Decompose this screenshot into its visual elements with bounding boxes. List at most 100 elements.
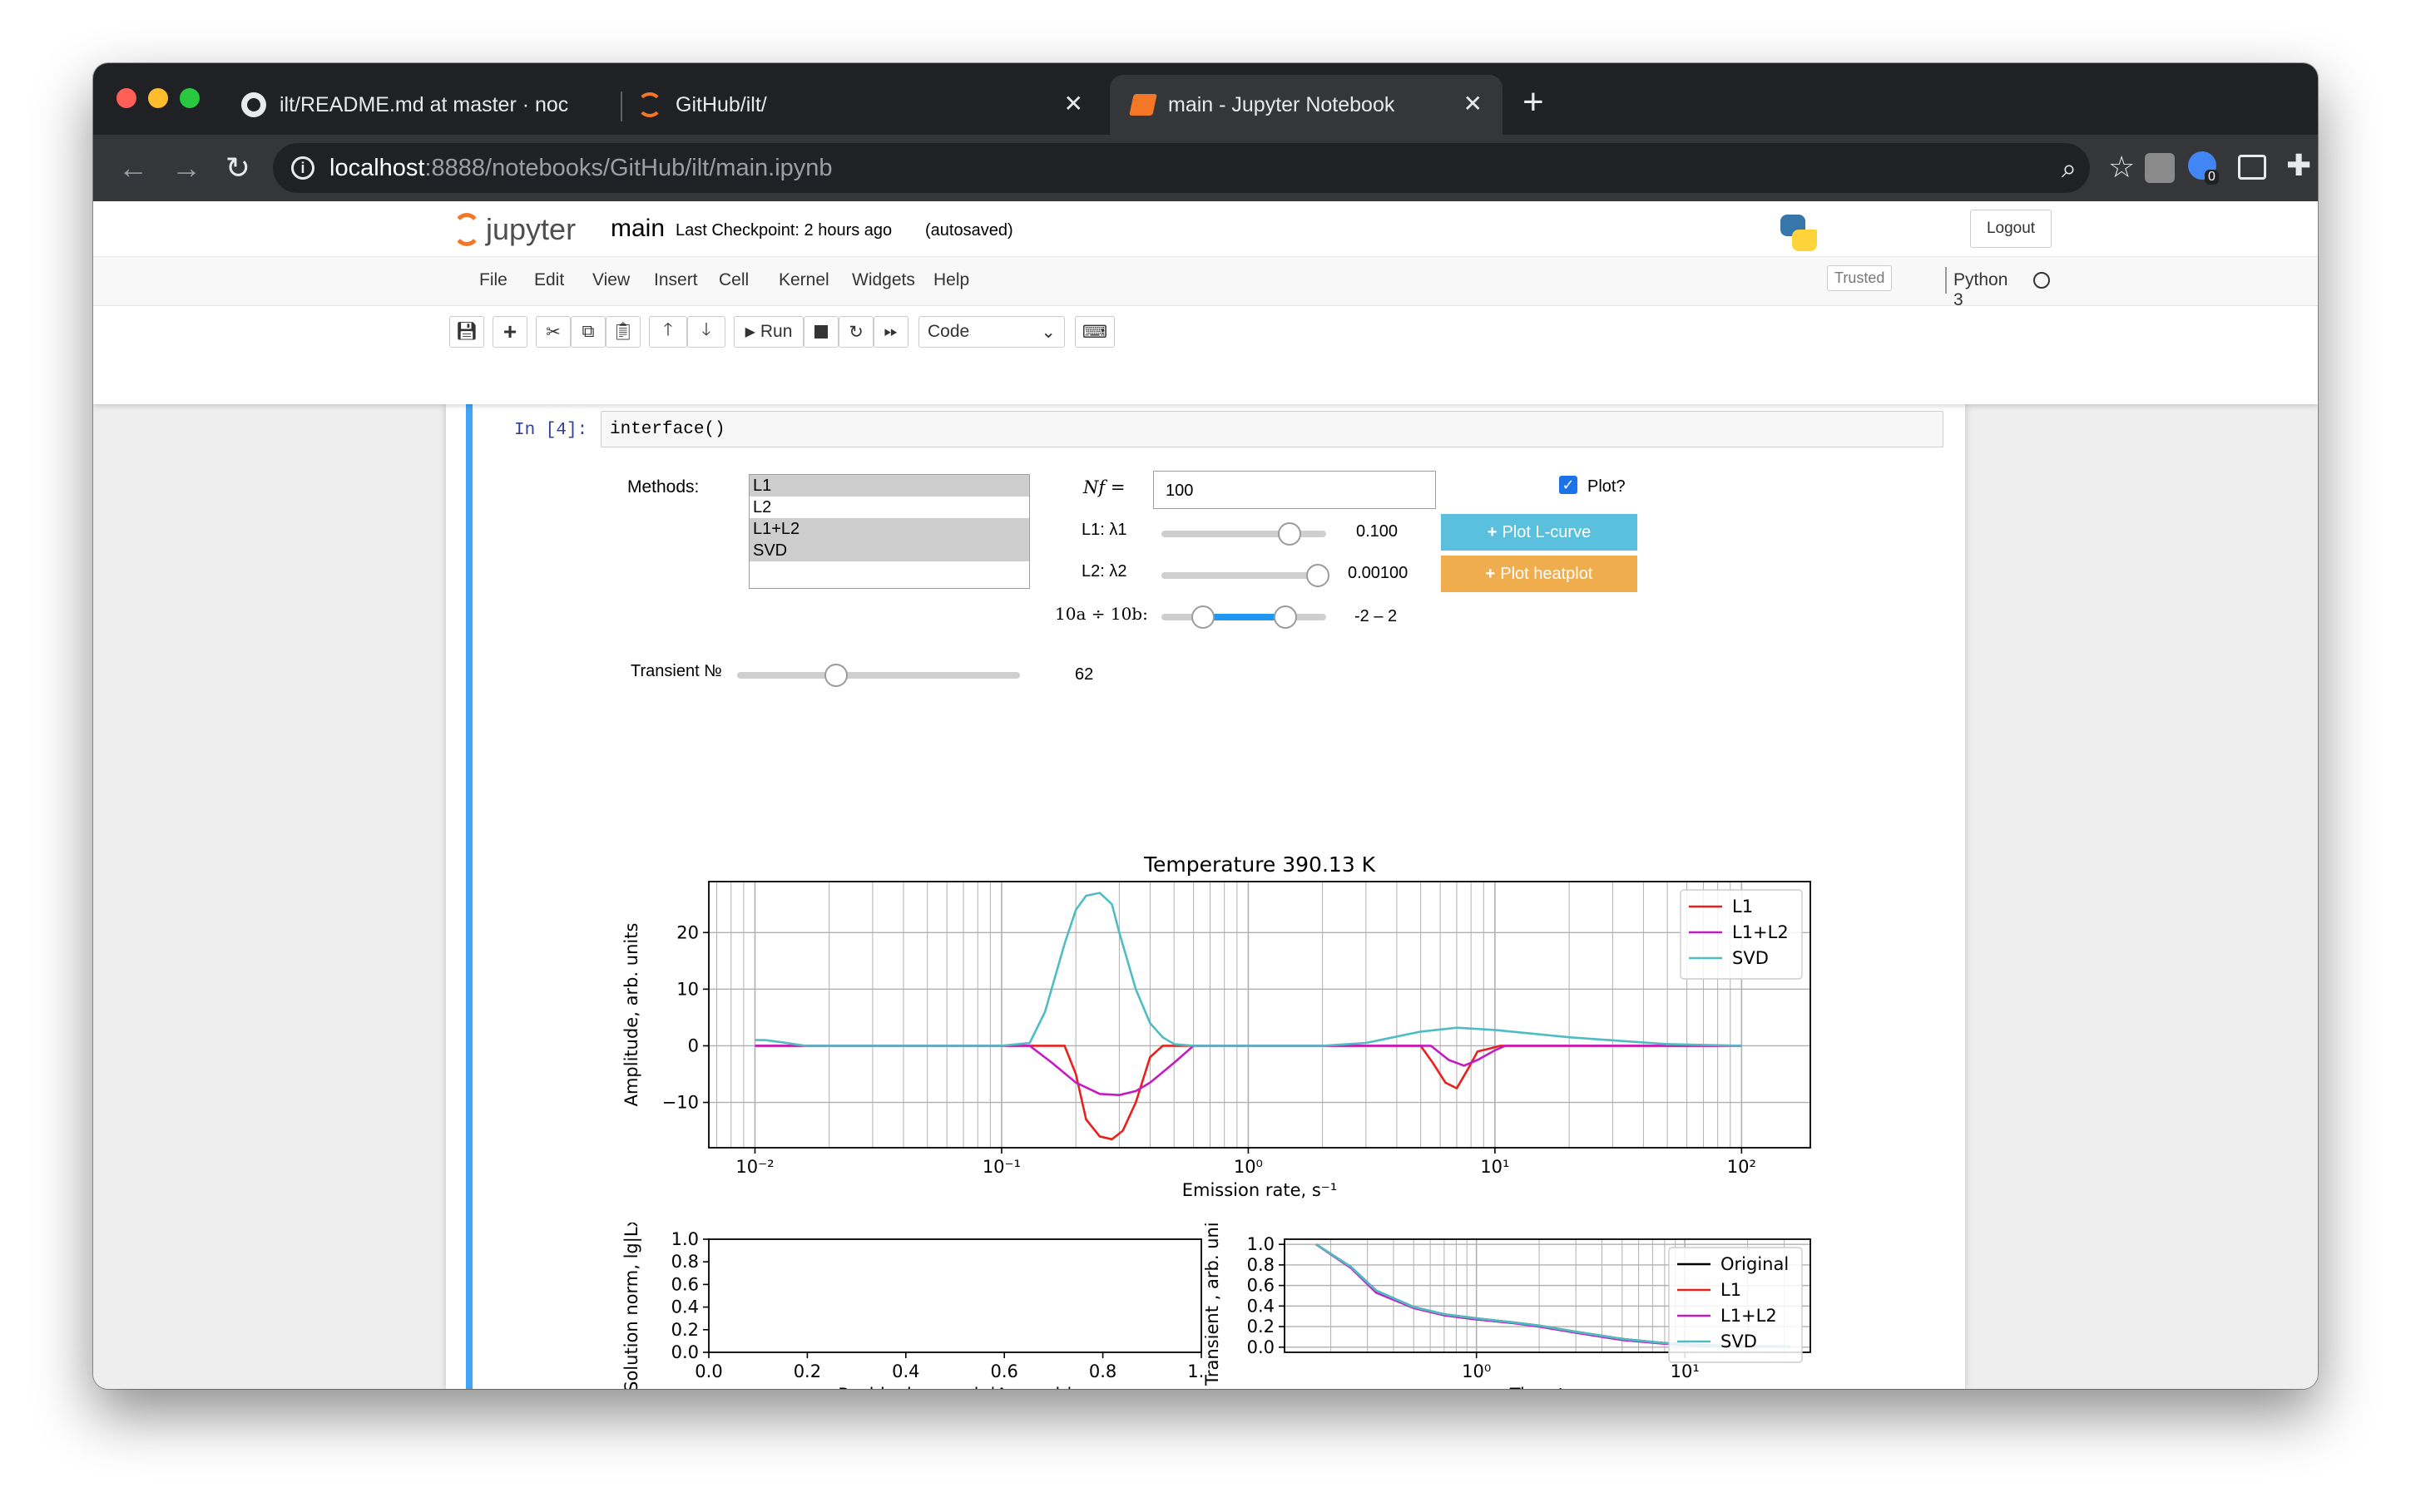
range-to-handle[interactable] <box>1273 605 1297 629</box>
jupyter-header: jupyter main Last Checkpoint: 2 hours ag… <box>93 201 2318 404</box>
minimize-window-button[interactable] <box>148 88 168 108</box>
trusted-badge[interactable]: Trusted <box>1827 265 1893 291</box>
transient-label: Transient № <box>631 662 722 680</box>
tab-title: ilt/README.md at master · noc <box>280 92 569 116</box>
transient-handle[interactable] <box>824 664 848 687</box>
logout-button[interactable]: Logout <box>1970 210 2052 248</box>
stop-icon[interactable] <box>804 316 839 348</box>
restart-run-all-icon[interactable]: ⏩︎ <box>874 316 908 348</box>
browser-window: ilt/README.md at master · noc GitHub/ilt… <box>93 63 2318 1389</box>
method-option-svd[interactable]: SVD <box>750 540 1029 561</box>
menu-bar: File Edit View Insert Cell Kernel Widget… <box>93 256 2318 309</box>
menu-widgets[interactable]: Widgets <box>852 270 915 289</box>
maximize-window-button[interactable] <box>180 88 200 108</box>
code-input[interactable]: interface() <box>601 411 1943 447</box>
method-option-l1[interactable]: L1 <box>750 475 1029 497</box>
close-window-button[interactable] <box>116 88 136 108</box>
cell-type-value: Code <box>928 322 970 341</box>
tab-main-notebook[interactable]: main - Jupyter Notebook ✕ <box>1110 75 1503 135</box>
legend-box <box>1668 1247 1803 1363</box>
range-slider-fill <box>1202 614 1285 620</box>
x-tick-label: 1.0 <box>1187 1361 1205 1381</box>
save-icon[interactable]: 💾︎ <box>449 316 484 348</box>
run-icon: ▶︎ <box>745 325 755 339</box>
menu-file[interactable]: File <box>479 270 507 289</box>
x-tick-label: 10¹ <box>1671 1361 1700 1381</box>
back-arrow-icon[interactable]: ← <box>118 151 148 185</box>
l1-lambda-slider[interactable] <box>1161 531 1326 537</box>
extension-badge-icon[interactable]: 0 <box>2188 151 2219 185</box>
profile-extension-icon[interactable] <box>2145 153 2175 183</box>
url-text[interactable]: localhost:8888/notebooks/GitHub/ilt/main… <box>329 155 833 181</box>
tab-search-icon[interactable] <box>2238 155 2266 180</box>
range-from-handle[interactable] <box>1191 605 1215 629</box>
insert-cell-icon[interactable]: + <box>493 316 527 348</box>
move-down-icon[interactable]: 🡓 <box>687 316 725 348</box>
chevron-down-icon: ⌄ <box>1041 322 1056 342</box>
notebook-icon <box>1129 94 1157 116</box>
copy-icon[interactable]: ⧉ <box>571 316 606 348</box>
l2-lambda-slider[interactable] <box>1161 572 1326 579</box>
close-tab-icon[interactable]: ✕ <box>1063 91 1083 116</box>
code-text: interface() <box>610 420 725 439</box>
series-line-l1plusl2 <box>755 1045 1742 1097</box>
l1-lambda-handle[interactable] <box>1278 522 1302 546</box>
menu-insert[interactable]: Insert <box>654 270 698 289</box>
y-axis-label: Solution norm, lg|Lxα| <box>621 1223 642 1389</box>
x-tick-label: 0.8 <box>1089 1361 1116 1381</box>
close-tab-icon[interactable]: ✕ <box>1463 91 1483 116</box>
zoom-icon[interactable]: ⌕ <box>2062 153 2077 183</box>
bookmark-star-icon[interactable]: ☆ <box>2108 150 2136 184</box>
menu-cell[interactable]: Cell <box>719 270 750 289</box>
paste-icon[interactable]: 📋︎ <box>606 316 641 348</box>
checkpoint-status: Last Checkpoint: 2 hours ago <box>676 221 893 240</box>
jupyter-logo[interactable]: jupyter <box>453 210 576 250</box>
new-tab-button[interactable]: + <box>1522 82 1544 122</box>
address-bar[interactable]: i localhost:8888/notebooks/GitHub/ilt/ma… <box>273 143 2090 193</box>
l2-lambda-value: 0.00100 <box>1348 564 1408 582</box>
run-button[interactable]: ▶︎ Run <box>734 316 804 348</box>
menu-help[interactable]: Help <box>933 270 970 289</box>
menu-view[interactable]: View <box>592 270 631 289</box>
x-tick-label: 10⁻² <box>735 1157 774 1177</box>
menu-edit[interactable]: Edit <box>534 270 565 289</box>
keyboard-icon[interactable]: ⌨ <box>1075 316 1115 348</box>
notebook-name[interactable]: main <box>611 215 666 242</box>
range-label: 10a ÷ 10b: <box>1055 604 1148 624</box>
l2-lambda-handle[interactable] <box>1306 564 1330 587</box>
methods-select[interactable]: L1 L2 L1+L2 SVD <box>749 474 1030 589</box>
tab-readme[interactable]: ilt/README.md at master · noc <box>241 75 606 135</box>
legend-label: L1 <box>1720 1280 1741 1300</box>
x-tick-label: 10¹ <box>1480 1157 1509 1177</box>
plus-icon: + <box>1487 522 1498 541</box>
method-option-l2[interactable]: L2 <box>753 498 772 516</box>
transient-slider[interactable] <box>737 672 1020 679</box>
forward-arrow-icon[interactable]: → <box>171 151 201 185</box>
y-tick-label: 1.0 <box>1247 1234 1275 1254</box>
cell-type-select[interactable]: Code ⌄ <box>918 316 1065 348</box>
cut-icon[interactable]: ✂ <box>536 316 571 348</box>
restart-icon[interactable]: ↻ <box>839 316 874 348</box>
menu-kernel[interactable]: Kernel <box>779 270 829 289</box>
y-tick-label: 20 <box>676 922 699 942</box>
y-tick-label: 0.8 <box>1247 1255 1275 1275</box>
plot-lcurve-button[interactable]: + Plot L-curve <box>1441 514 1637 551</box>
nf-input[interactable]: 100 <box>1153 471 1436 509</box>
x-axis-label: Residual norm, lg|Axα − b| <box>838 1385 1072 1389</box>
plot-label: Plot? <box>1587 477 1626 496</box>
x-tick-label: 10⁻¹ <box>983 1157 1021 1177</box>
puzzle-extensions-icon[interactable]: ✚ <box>2286 148 2312 182</box>
reload-icon[interactable]: ↻ <box>225 151 251 185</box>
y-tick-label: 1.0 <box>671 1229 699 1249</box>
legend: L1 L1+L2 SVD <box>1680 889 1803 980</box>
move-up-icon[interactable]: 🡑 <box>649 316 687 348</box>
tab-github-ilt[interactable]: GitHub/ilt/ ✕ <box>637 75 1103 135</box>
x-tick-label: 0.6 <box>990 1361 1017 1381</box>
jupyter-icon <box>637 92 662 117</box>
y-tick-label: 0 <box>688 1035 699 1055</box>
plot-checkbox[interactable]: ✓ <box>1559 476 1577 494</box>
kernel-indicator-divider <box>1945 267 1947 294</box>
autosave-status: (autosaved) <box>925 221 1013 240</box>
method-option-l1l2[interactable]: L1+L2 <box>750 518 1029 540</box>
plot-heatplot-button[interactable]: + Plot heatplot <box>1441 556 1637 592</box>
